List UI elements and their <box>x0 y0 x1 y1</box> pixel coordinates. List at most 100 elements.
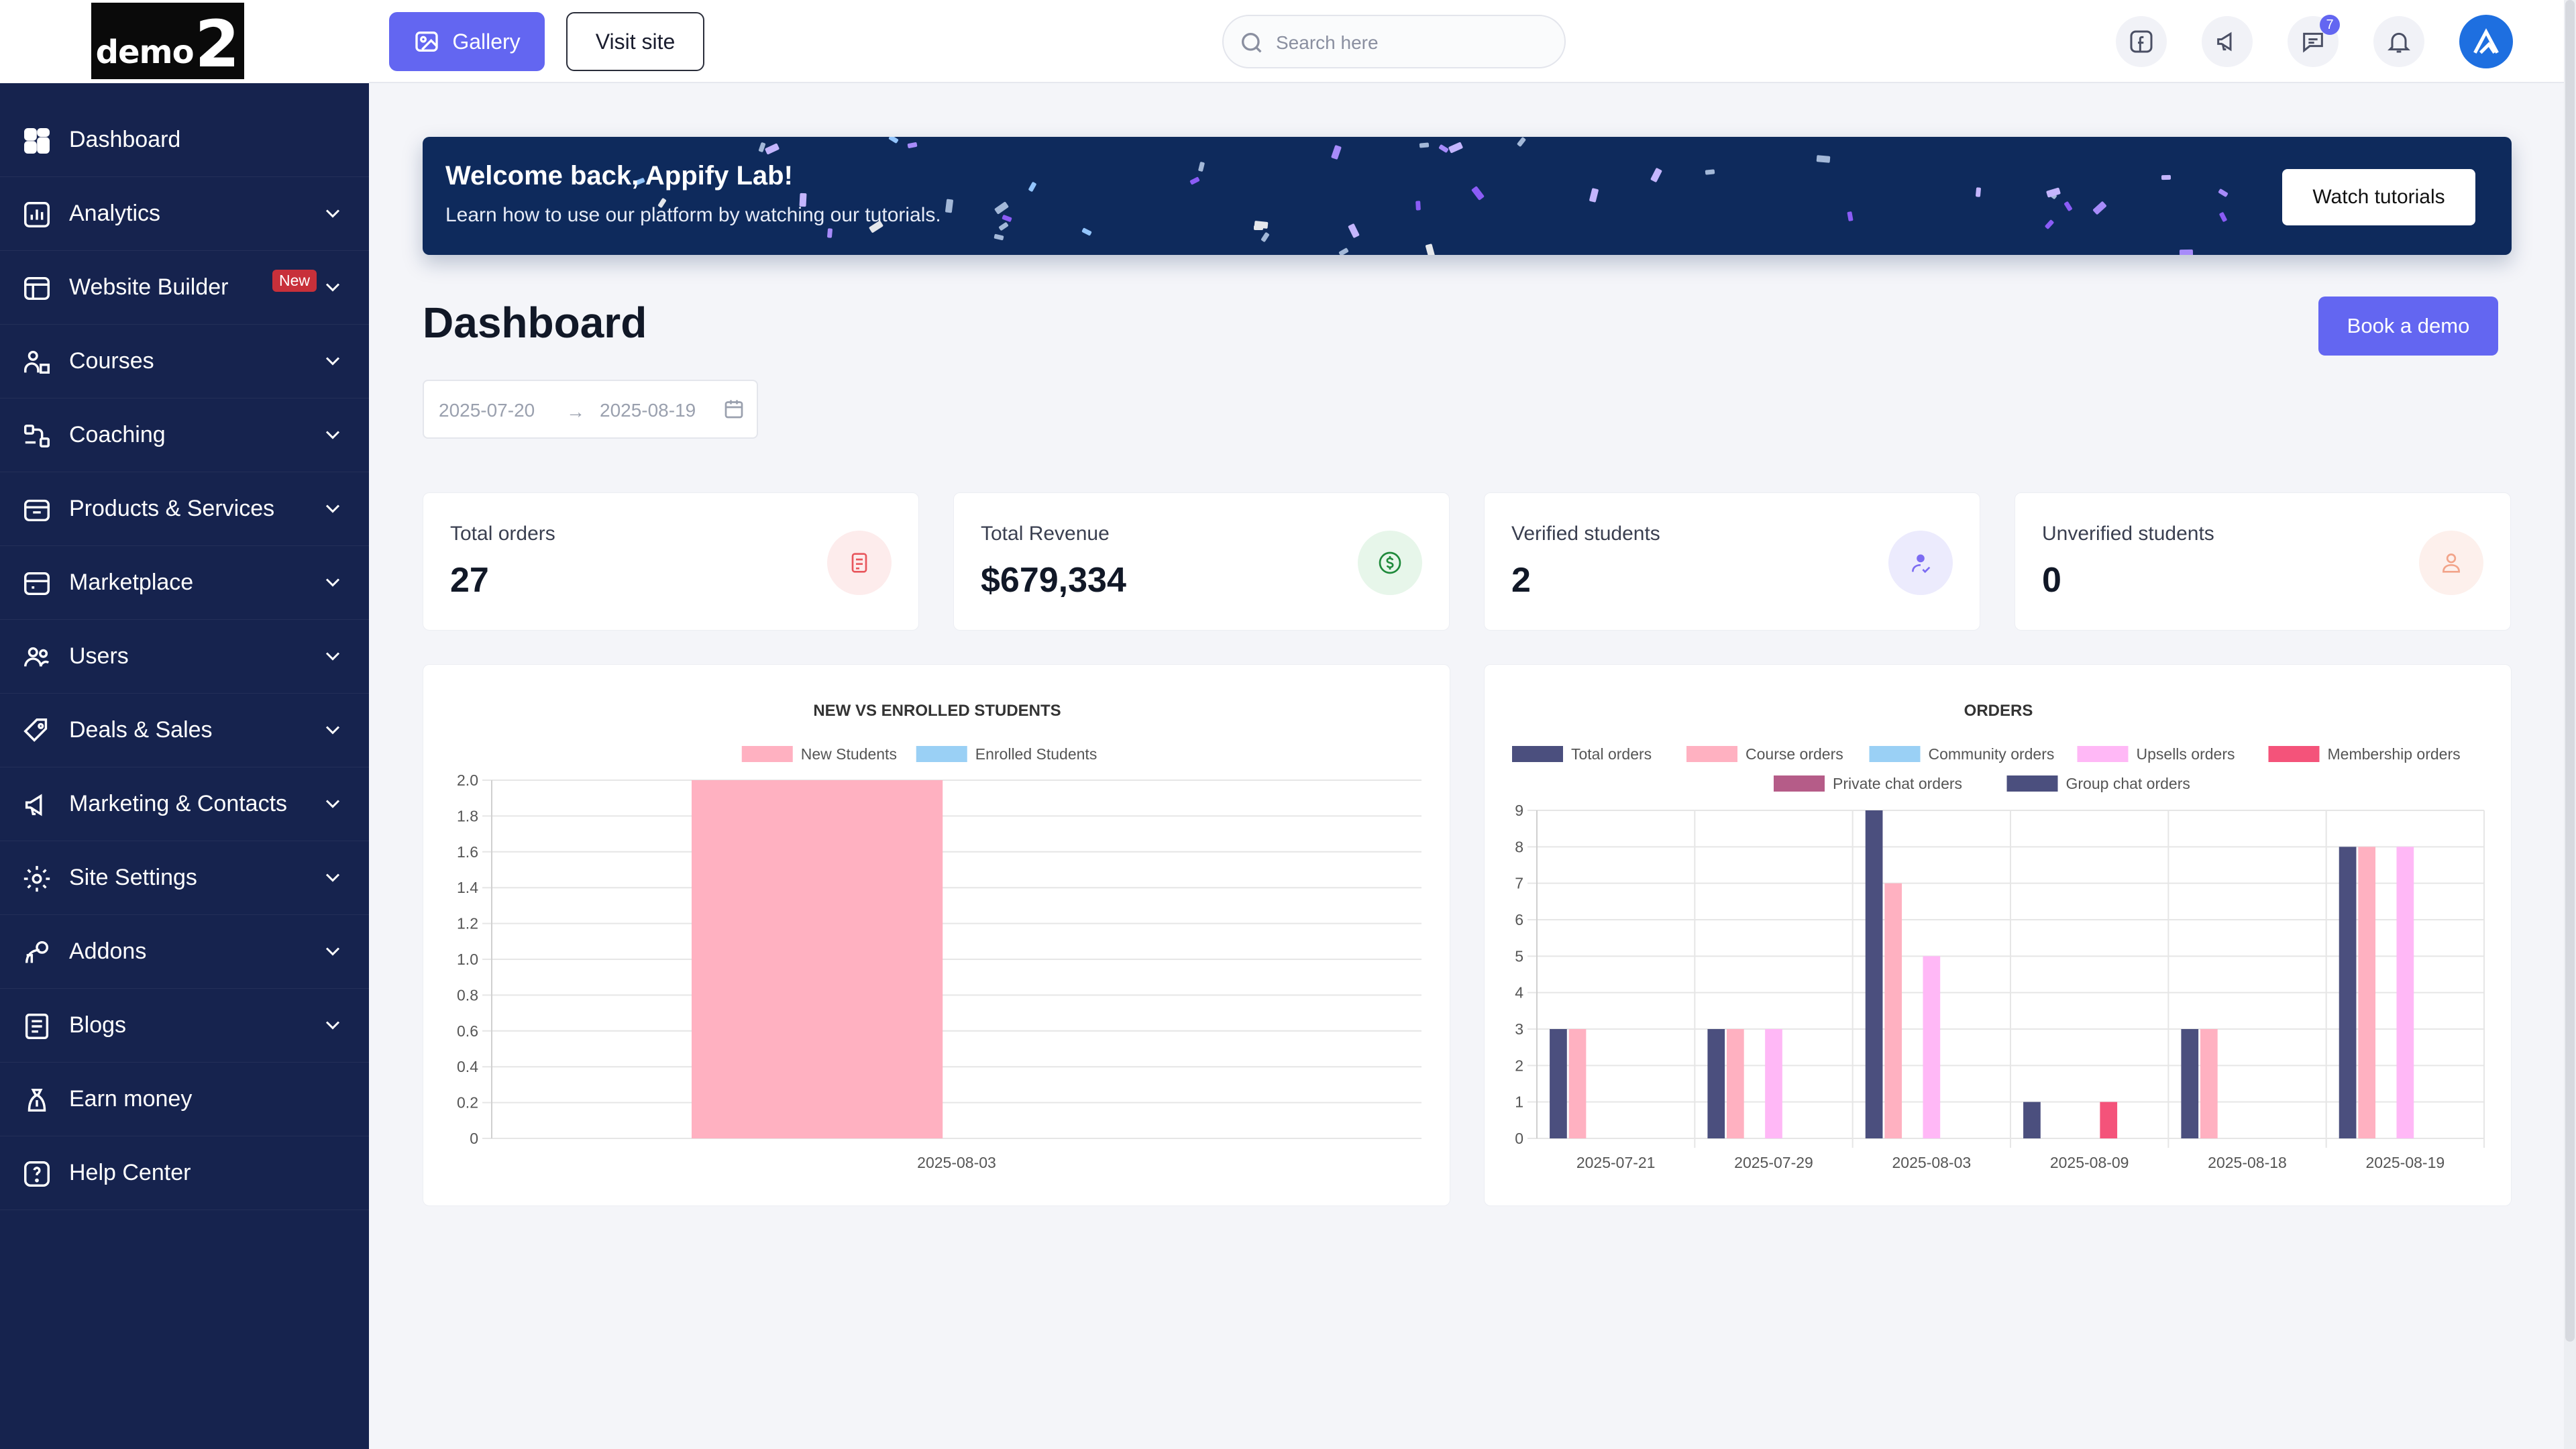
chevron-down-icon[interactable] <box>321 201 345 225</box>
legend-swatch <box>1774 775 1825 792</box>
chevron-down-icon[interactable] <box>321 275 345 299</box>
stat-label: Unverified students <box>2042 523 2214 545</box>
unverified-student-icon <box>2419 531 2483 595</box>
sidebar-item-label: Help Center <box>69 1160 191 1185</box>
stat-label: Total Revenue <box>981 523 1110 545</box>
stat-card-unverified-students: Unverified students 0 <box>2015 492 2511 631</box>
sidebar-item-blogs[interactable]: Blogs <box>0 989 369 1063</box>
legend-item: Enrolled Students <box>916 745 1097 763</box>
chat-icon[interactable]: 7 <box>2288 15 2340 67</box>
gallery-button[interactable]: Gallery <box>389 12 545 71</box>
confetti-piece <box>1002 214 1012 223</box>
confetti-piece <box>2063 201 2073 212</box>
page-title: Dashboard <box>423 299 647 347</box>
sidebar-item-help-center[interactable]: Help Center <box>0 1136 369 1210</box>
y-tick-label: 1 <box>1515 1093 1523 1111</box>
bar <box>1707 1029 1725 1138</box>
legend-label: Private chat orders <box>1833 775 1962 792</box>
visit-site-button[interactable]: Visit site <box>566 12 704 71</box>
sidebar-item-site-settings[interactable]: Site Settings <box>0 841 369 915</box>
confetti-piece <box>1254 225 1264 231</box>
chevron-down-icon[interactable] <box>321 423 345 447</box>
chevron-down-icon[interactable] <box>321 939 345 963</box>
date-from[interactable]: 2025-07-20 <box>439 400 535 421</box>
settings-icon <box>21 863 52 894</box>
bar <box>2200 1029 2218 1138</box>
chevron-down-icon[interactable] <box>321 570 345 594</box>
earn-money-icon <box>21 1085 52 1116</box>
sidebar-item-dashboard[interactable]: Dashboard <box>0 103 369 177</box>
sidebar-item-website-builder[interactable]: Website Builder New <box>0 251 369 325</box>
legend-swatch <box>2006 775 2058 792</box>
chevron-down-icon[interactable] <box>321 792 345 816</box>
date-range-picker[interactable]: 2025-07-20 → 2025-08-19 <box>423 380 758 439</box>
stat-value: 2 <box>1511 561 1531 600</box>
sidebar-item-users[interactable]: Users <box>0 620 369 694</box>
megaphone-icon[interactable] <box>2202 16 2253 67</box>
chevron-down-icon[interactable] <box>321 718 345 742</box>
chevron-down-icon[interactable] <box>321 1013 345 1037</box>
sidebar-item-marketplace[interactable]: Marketplace <box>0 546 369 620</box>
chevron-down-icon[interactable] <box>321 865 345 890</box>
avatar-logo-icon <box>2473 28 2499 54</box>
legend-swatch <box>2077 746 2129 762</box>
dashboard-icon <box>21 125 52 156</box>
legend-swatch <box>741 746 793 762</box>
confetti-piece <box>2092 201 2108 215</box>
bar <box>2181 1029 2199 1138</box>
chevron-down-icon[interactable] <box>321 349 345 373</box>
confetti-piece <box>1438 144 1450 153</box>
search-input[interactable] <box>1275 25 1556 60</box>
sidebar-item-courses[interactable]: Courses <box>0 325 369 398</box>
help-icon <box>21 1159 52 1189</box>
sidebar-item-analytics[interactable]: Analytics <box>0 177 369 251</box>
y-tick-label: 0.6 <box>457 1022 478 1040</box>
blogs-icon <box>21 1011 52 1042</box>
x-tick-label: 2025-07-29 <box>1734 1154 1813 1171</box>
chevron-down-icon[interactable] <box>321 496 345 521</box>
y-tick-label: 2.0 <box>457 771 478 789</box>
y-tick-label: 1.8 <box>457 807 478 824</box>
sidebar-item-label: Deals & Sales <box>69 717 213 743</box>
orders-icon <box>827 531 892 595</box>
courses-icon <box>21 347 52 378</box>
analytics-icon <box>21 199 52 230</box>
legend-label: Membership orders <box>2328 745 2461 763</box>
confetti-piece <box>1425 243 1436 255</box>
sidebar-item-label: Courses <box>69 348 154 374</box>
page-scrollbar[interactable] <box>2564 0 2576 1449</box>
confetti-piece <box>993 233 1004 241</box>
x-tick-label: 2025-07-21 <box>1576 1154 1656 1171</box>
students-chart-card: NEW VS ENROLLED STUDENTS New Students Enro… <box>423 664 1450 1206</box>
sidebar-item-marketing-contacts[interactable]: Marketing & Contacts <box>0 767 369 841</box>
date-to[interactable]: 2025-08-19 <box>600 400 696 421</box>
bell-icon[interactable] <box>2373 16 2424 67</box>
bar <box>2023 1102 2041 1138</box>
legend-item: Private chat orders <box>1774 775 1962 792</box>
facebook-icon[interactable] <box>2116 16 2167 67</box>
confetti-piece <box>1330 145 1342 160</box>
sidebar-item-products-services[interactable]: Products & Services <box>0 472 369 546</box>
sidebar-item-deals-sales[interactable]: Deals & Sales <box>0 694 369 767</box>
sidebar-item-earn-money[interactable]: Earn money <box>0 1063 369 1136</box>
bar <box>2100 1102 2118 1138</box>
sidebar-item-label: Users <box>69 643 129 669</box>
banner-subtitle: Learn how to use our platform by watchin… <box>445 204 941 226</box>
avatar[interactable] <box>2459 15 2513 68</box>
book-demo-button[interactable]: Book a demo <box>2318 297 2498 356</box>
bar <box>1568 1029 1587 1138</box>
legend-label: Enrolled Students <box>975 745 1097 763</box>
sidebar-item-coaching[interactable]: Coaching <box>0 398 369 472</box>
calendar-icon[interactable] <box>722 397 746 421</box>
sidebar-item-addons[interactable]: Addons <box>0 915 369 989</box>
chart-title: NEW VS ENROLLED STUDENTS <box>813 702 1061 720</box>
watch-tutorials-button[interactable]: Watch tutorials <box>2282 169 2475 225</box>
sidebar-item-label: Products & Services <box>69 496 275 521</box>
logo[interactable]: demo 2 <box>91 3 244 79</box>
confetti-piece <box>1847 211 1854 221</box>
chevron-down-icon[interactable] <box>321 644 345 668</box>
sidebar-item-label: Marketing & Contacts <box>69 791 288 816</box>
confetti-piece <box>1338 248 1349 255</box>
scrollbar-thumb[interactable] <box>2565 0 2575 1342</box>
x-tick-label: 2025-08-03 <box>1892 1154 1972 1171</box>
